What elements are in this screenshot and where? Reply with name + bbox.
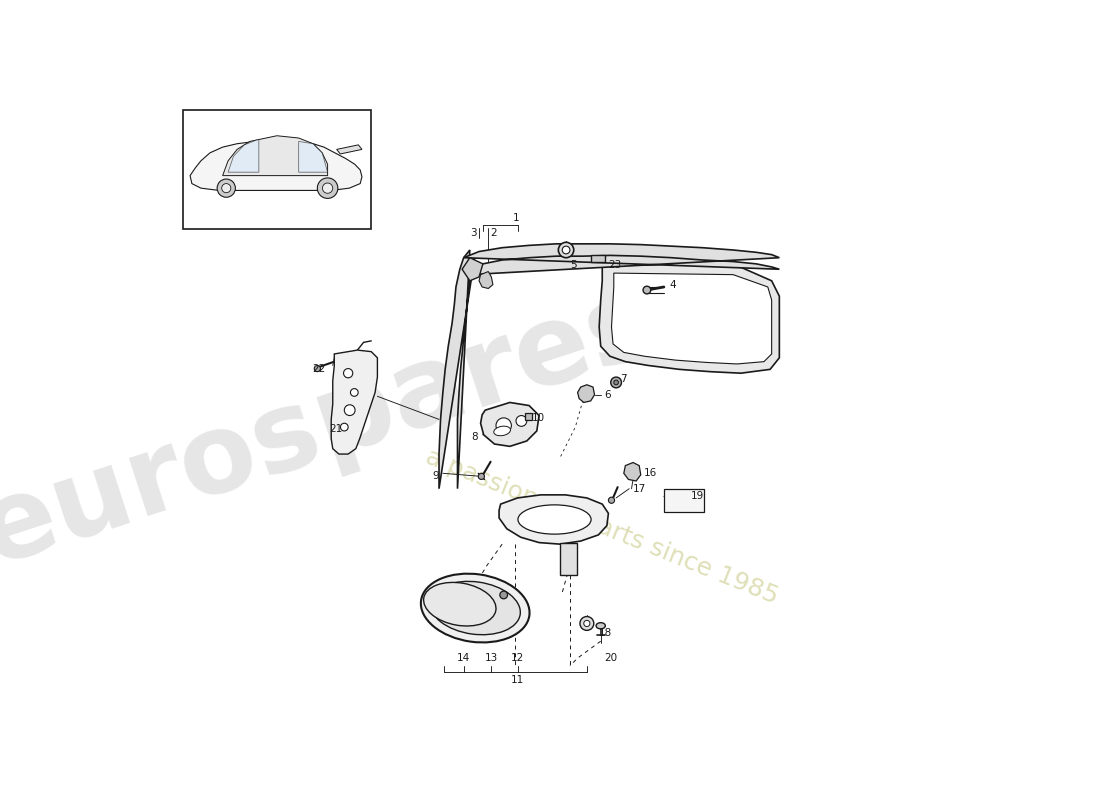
Polygon shape	[578, 385, 594, 402]
Ellipse shape	[424, 582, 496, 626]
Circle shape	[584, 620, 590, 626]
Text: 12: 12	[510, 653, 525, 663]
Circle shape	[516, 415, 527, 426]
Circle shape	[610, 377, 621, 388]
Circle shape	[580, 617, 594, 630]
Text: eurospares: eurospares	[0, 268, 668, 586]
Polygon shape	[600, 262, 779, 373]
Circle shape	[351, 389, 359, 396]
Polygon shape	[462, 258, 483, 281]
Bar	[526, 414, 532, 420]
Text: 2: 2	[491, 228, 497, 238]
Circle shape	[343, 369, 353, 378]
Text: 9: 9	[432, 470, 439, 481]
Text: 6: 6	[605, 390, 612, 400]
Circle shape	[644, 286, 651, 294]
Text: 20: 20	[605, 653, 618, 663]
Circle shape	[217, 179, 235, 198]
Text: 4: 4	[669, 280, 675, 290]
Text: 8: 8	[471, 432, 477, 442]
Ellipse shape	[596, 622, 605, 629]
Circle shape	[341, 423, 349, 431]
Circle shape	[608, 497, 615, 503]
Text: 14: 14	[456, 653, 471, 663]
Circle shape	[315, 366, 320, 372]
Ellipse shape	[430, 582, 520, 634]
Polygon shape	[480, 271, 493, 289]
Text: a passion for parts since 1985: a passion for parts since 1985	[422, 446, 782, 609]
Polygon shape	[331, 350, 377, 454]
Bar	[664, 489, 704, 512]
Text: 23: 23	[608, 261, 622, 270]
Circle shape	[614, 380, 618, 385]
Bar	[183, 110, 372, 230]
Circle shape	[478, 474, 484, 479]
Circle shape	[317, 178, 338, 198]
Text: 22: 22	[311, 364, 326, 374]
Polygon shape	[481, 402, 539, 446]
Ellipse shape	[518, 505, 591, 534]
Text: 5: 5	[570, 261, 576, 270]
Polygon shape	[228, 139, 258, 172]
Text: 11: 11	[510, 674, 525, 685]
Polygon shape	[439, 250, 475, 489]
Bar	[591, 255, 605, 262]
Circle shape	[562, 246, 570, 254]
Text: 13: 13	[485, 653, 498, 663]
Ellipse shape	[421, 574, 529, 642]
Text: 16: 16	[644, 468, 657, 478]
Text: 21: 21	[330, 424, 343, 434]
Bar	[560, 542, 576, 575]
Text: 7: 7	[620, 374, 627, 384]
Circle shape	[222, 183, 231, 193]
Polygon shape	[499, 495, 608, 544]
Polygon shape	[190, 140, 362, 190]
Polygon shape	[337, 145, 362, 154]
Text: 3: 3	[470, 228, 476, 238]
Text: 1: 1	[513, 213, 519, 222]
Circle shape	[344, 405, 355, 415]
Polygon shape	[222, 136, 328, 176]
Polygon shape	[464, 244, 779, 274]
Polygon shape	[624, 462, 640, 481]
Circle shape	[499, 591, 507, 599]
Ellipse shape	[494, 426, 510, 436]
Polygon shape	[612, 273, 772, 364]
Circle shape	[559, 242, 574, 258]
Circle shape	[322, 183, 332, 194]
Text: 18: 18	[598, 629, 612, 638]
Text: 17: 17	[634, 484, 647, 494]
Polygon shape	[298, 142, 328, 172]
Text: 10: 10	[531, 413, 544, 423]
Circle shape	[496, 418, 512, 434]
Text: 19: 19	[691, 491, 704, 502]
